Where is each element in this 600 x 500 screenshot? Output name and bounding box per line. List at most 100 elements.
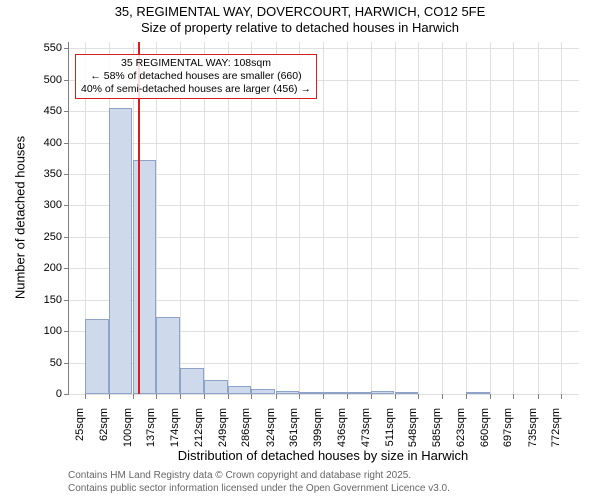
ytick-label: 100 [32,325,62,337]
xtick-mark [180,394,181,399]
gridline-v [418,42,419,394]
ytick-mark [64,48,69,49]
xtick-mark [347,394,348,399]
xtick-label: 25sqm [74,408,86,452]
footer-line1: Contains HM Land Registry data © Crown c… [68,470,411,481]
gridline-v [371,42,372,394]
xtick-mark [204,394,205,399]
histogram-bar [347,392,371,394]
ytick-label: 250 [32,231,62,243]
histogram-bar [276,391,300,394]
gridline-v [442,42,443,394]
xtick-label: 735sqm [527,408,539,452]
xtick-mark [513,394,514,399]
ytick-label: 0 [32,388,62,400]
xtick-label: 548sqm [407,408,419,452]
xtick-label: 361sqm [288,408,300,452]
histogram-bar [251,389,275,394]
ytick-mark [64,143,69,144]
ytick-label: 450 [32,105,62,117]
xtick-mark [418,394,419,399]
xtick-label: 473sqm [360,408,372,452]
gridline-v [323,42,324,394]
footer-line2: Contains public sector information licen… [68,483,450,494]
ytick-mark [64,268,69,269]
histogram-bar [323,392,347,394]
ytick-label: 350 [32,168,62,180]
xtick-mark [133,394,134,399]
xtick-mark [371,394,372,399]
annotation-line2: ← 58% of detached houses are smaller (66… [81,70,311,83]
xtick-mark [251,394,252,399]
title-line1: 35, REGIMENTAL WAY, DOVERCOURT, HARWICH,… [0,4,600,20]
gridline-v [347,42,348,394]
xtick-mark [109,394,110,399]
gridline-v [395,42,396,394]
xtick-mark [466,394,467,399]
ytick-mark [64,394,69,395]
xtick-mark [538,394,539,399]
ytick-label: 500 [32,74,62,86]
histogram-bar [228,386,252,394]
xtick-mark [299,394,300,399]
xtick-label: 660sqm [479,408,491,452]
histogram-bar [204,380,228,394]
ytick-mark [64,331,69,332]
xtick-label: 324sqm [265,408,277,452]
xtick-label: 697sqm [502,408,514,452]
xtick-mark [490,394,491,399]
xtick-mark [156,394,157,399]
xtick-mark [276,394,277,399]
histogram-bar [133,160,157,394]
chart-container: 35, REGIMENTAL WAY, DOVERCOURT, HARWICH,… [0,0,600,500]
ytick-mark [64,111,69,112]
xtick-label: 62sqm [98,408,110,452]
plot-area: 35 REGIMENTAL WAY: 108sqm← 58% of detach… [68,42,579,395]
xtick-label: 399sqm [312,408,324,452]
xtick-label: 286sqm [240,408,252,452]
chart-title: 35, REGIMENTAL WAY, DOVERCOURT, HARWICH,… [0,4,600,35]
xtick-label: 174sqm [169,408,181,452]
gridline-v [513,42,514,394]
histogram-bar [85,319,109,394]
gridline-v [561,42,562,394]
histogram-bar [466,392,490,394]
ytick-label: 150 [32,294,62,306]
ytick-label: 200 [32,262,62,274]
xtick-mark [561,394,562,399]
ytick-mark [64,300,69,301]
xtick-mark [442,394,443,399]
histogram-bar [109,108,133,394]
xtick-label: 511sqm [384,408,396,452]
ytick-mark [64,80,69,81]
ytick-label: 400 [32,137,62,149]
xtick-mark [395,394,396,399]
gridline-v [538,42,539,394]
xtick-label: 772sqm [550,408,562,452]
ytick-mark [64,237,69,238]
xtick-label: 137sqm [145,408,157,452]
ytick-label: 550 [32,42,62,54]
xtick-label: 100sqm [122,408,134,452]
xtick-label: 585sqm [431,408,443,452]
histogram-bar [156,317,180,394]
histogram-bar [299,392,323,395]
ytick-label: 50 [32,357,62,369]
ytick-mark [64,363,69,364]
histogram-bar [180,368,204,394]
xtick-mark [228,394,229,399]
ytick-mark [64,174,69,175]
xtick-mark [85,394,86,399]
histogram-bar [395,392,419,394]
ytick-label: 300 [32,199,62,211]
ytick-mark [64,205,69,206]
xtick-label: 436sqm [336,408,348,452]
y-axis-label: Number of detached houses [13,128,28,308]
xtick-label: 623sqm [455,408,467,452]
annotation-line1: 35 REGIMENTAL WAY: 108sqm [81,57,311,70]
histogram-bar [371,391,395,394]
gridline-v [466,42,467,394]
annotation-box: 35 REGIMENTAL WAY: 108sqm← 58% of detach… [75,54,317,99]
xtick-label: 212sqm [193,408,205,452]
xtick-label: 249sqm [217,408,229,452]
